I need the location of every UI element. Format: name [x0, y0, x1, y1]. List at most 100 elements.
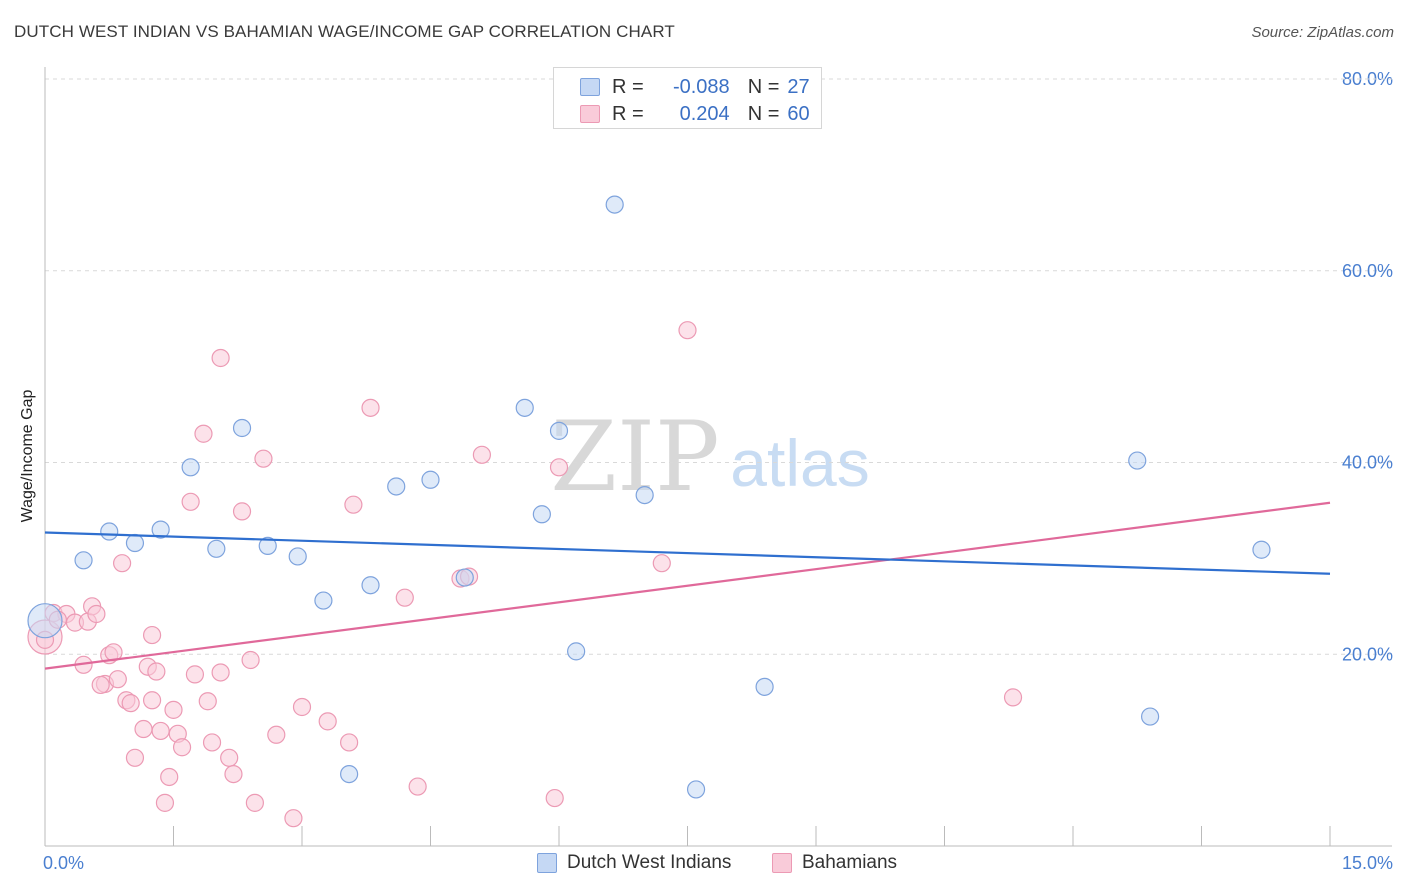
point-pink: [220, 748, 239, 767]
legend-n-label: N =: [747, 102, 780, 125]
point-blue: [515, 398, 534, 417]
point-blue: [549, 421, 569, 440]
point-pink: [125, 748, 145, 767]
point-blue: [74, 551, 93, 570]
point-pink: [254, 449, 273, 468]
point-pink: [361, 398, 380, 417]
point-blue: [387, 477, 406, 496]
watermark-zip: ZIP: [550, 401, 719, 513]
legend-r-value: -0.088: [672, 75, 730, 98]
point-pink: [267, 725, 286, 744]
point-pink: [545, 788, 564, 808]
point-pink: [194, 424, 213, 443]
chart-title: DUTCH WEST INDIAN VS BAHAMIAN WAGE/INCOM…: [14, 22, 675, 41]
series-swatch-pink: [772, 853, 792, 873]
point-pink: [142, 691, 162, 710]
series-legend-label: Bahamians: [802, 852, 898, 873]
point-blue: [151, 520, 170, 539]
x-tick-label-min: 0.0%: [43, 853, 84, 873]
point-blue: [1140, 707, 1160, 726]
point-blue: [567, 642, 586, 661]
point-blue: [605, 195, 624, 214]
point-pink: [344, 495, 363, 514]
y-tick-label: 20.0%: [1342, 644, 1393, 664]
legend-r-value: 0.204: [679, 102, 730, 125]
point-pink: [340, 733, 359, 752]
point-pink: [87, 604, 106, 624]
point-blue: [258, 536, 277, 556]
point-blue: [207, 539, 226, 558]
point-blue: [532, 505, 551, 524]
point-pink: [318, 712, 337, 731]
point-blue: [455, 568, 474, 587]
point-blue: [635, 485, 654, 505]
source-label: Source: ZipAtlas.com: [1251, 24, 1394, 41]
point-pink: [232, 502, 252, 521]
series-swatch-blue: [537, 853, 557, 873]
point-blue: [340, 764, 359, 784]
point-pink: [91, 675, 110, 695]
point-pink: [408, 777, 427, 796]
point-pink: [155, 793, 175, 812]
legend-swatch-pink: [580, 105, 600, 123]
legend-r-label: R =: [612, 75, 644, 98]
point-pink: [472, 445, 491, 464]
point-pink: [147, 662, 166, 681]
point-pink: [284, 809, 303, 828]
point-blue: [288, 547, 307, 566]
point-blue: [181, 458, 200, 477]
point-pink: [224, 764, 243, 784]
legend-n-label: N =: [747, 75, 780, 98]
point-blue: [314, 591, 333, 610]
point-pink: [211, 348, 230, 368]
point-blue: [232, 418, 252, 438]
correlation-legend: R = -0.088 N = 27 R = 0.204 N = 60: [553, 67, 822, 129]
point-blue: [27, 603, 63, 639]
point-blue: [421, 470, 440, 489]
legend-row-bahamians: R = 0.204 N = 60: [580, 102, 810, 126]
point-pink: [198, 692, 217, 711]
point-pink: [678, 321, 697, 340]
trend-line-blue: [44, 531, 1331, 575]
legend-row-dutch-west-indians: R = -0.088 N = 27: [580, 75, 810, 99]
point-blue: [1128, 451, 1147, 470]
point-pink: [202, 733, 222, 752]
point-pink: [134, 719, 153, 739]
point-pink: [181, 492, 200, 511]
point-blue: [755, 677, 774, 696]
point-pink: [142, 625, 162, 645]
y-tick-label: 60.0%: [1342, 261, 1393, 281]
legend-n-value: 27: [787, 75, 810, 98]
point-pink: [151, 721, 170, 741]
series-legend-dutch-west-indians: Dutch West Indians: [537, 852, 731, 874]
point-blue: [100, 522, 119, 541]
point-pink: [160, 767, 179, 787]
point-pink: [108, 670, 127, 689]
series-legend-label: Dutch West Indians: [567, 852, 732, 873]
point-pink: [292, 697, 312, 717]
point-pink: [164, 700, 183, 719]
point-blue: [361, 576, 380, 595]
point-pink: [245, 793, 264, 812]
point-blue: [686, 780, 706, 799]
legend-n-value: 60: [787, 102, 810, 125]
point-pink: [112, 554, 132, 573]
point-pink: [172, 738, 192, 757]
point-pink: [121, 694, 140, 713]
point-pink: [1003, 688, 1023, 707]
trend-line-pink: [44, 501, 1331, 670]
point-pink: [395, 588, 414, 607]
point-pink: [185, 665, 205, 684]
point-pink: [549, 458, 569, 477]
point-pink: [241, 650, 260, 670]
legend-swatch-blue: [580, 78, 600, 96]
point-blue: [125, 533, 145, 553]
point-pink: [652, 554, 671, 573]
point-pink: [211, 663, 230, 682]
x-tick-label-max: 15.0%: [1342, 853, 1393, 873]
series-legend-bahamians: Bahamians: [772, 852, 897, 874]
legend-r-label: R =: [612, 102, 644, 125]
series-legend: Dutch West Indians Bahamians: [0, 852, 1406, 876]
point-blue: [1252, 540, 1271, 559]
